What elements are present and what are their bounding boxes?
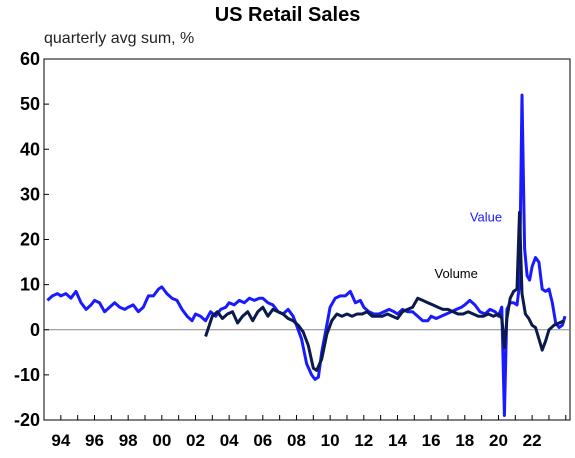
x-tick-label: 06 bbox=[253, 431, 272, 450]
chart-subtitle: quarterly avg sum, % bbox=[44, 30, 195, 47]
x-tick-label: 12 bbox=[354, 431, 373, 450]
series-line-volume bbox=[204, 210, 565, 372]
x-tick-label: 22 bbox=[523, 431, 542, 450]
x-tick-label: 18 bbox=[455, 431, 474, 450]
y-axis: -20 -10 0 10 20 30 40 50 60 bbox=[14, 49, 49, 430]
x-tick-label: 98 bbox=[119, 431, 138, 450]
x-tick-label: 00 bbox=[152, 431, 171, 450]
y-tick-label: 40 bbox=[20, 139, 40, 159]
y-tick-label: 0 bbox=[30, 320, 40, 340]
x-axis: 94 96 98 00 02 04 06 08 10 12 14 16 18 20 22 bbox=[43, 415, 567, 450]
x-tick-label: 14 bbox=[388, 431, 407, 450]
x-tick-label: 94 bbox=[51, 431, 70, 450]
y-tick-label: -10 bbox=[14, 365, 40, 385]
annotation-layer: Value Volume bbox=[435, 209, 503, 280]
x-tick-label: 96 bbox=[85, 431, 104, 450]
y-tick-label: -20 bbox=[14, 410, 40, 430]
x-tick-label: 16 bbox=[422, 431, 441, 450]
series-layer bbox=[46, 93, 567, 417]
x-tick-label: 04 bbox=[220, 431, 239, 450]
chart-title: US Retail Sales bbox=[214, 4, 361, 26]
series-label-volume: Volume bbox=[435, 266, 478, 281]
x-tick-label: 10 bbox=[321, 431, 340, 450]
series-label-value: Value bbox=[470, 209, 502, 224]
x-tick-label: 08 bbox=[287, 431, 306, 450]
y-tick-label: 10 bbox=[20, 275, 40, 295]
y-tick-label: 20 bbox=[20, 230, 40, 250]
y-tick-label: 50 bbox=[20, 94, 40, 114]
y-tick-label: 60 bbox=[20, 49, 40, 69]
y-tick-label: 30 bbox=[20, 184, 40, 204]
x-tick-label: 20 bbox=[489, 431, 508, 450]
x-tick-label: 02 bbox=[186, 431, 205, 450]
series-line-value bbox=[46, 93, 567, 417]
